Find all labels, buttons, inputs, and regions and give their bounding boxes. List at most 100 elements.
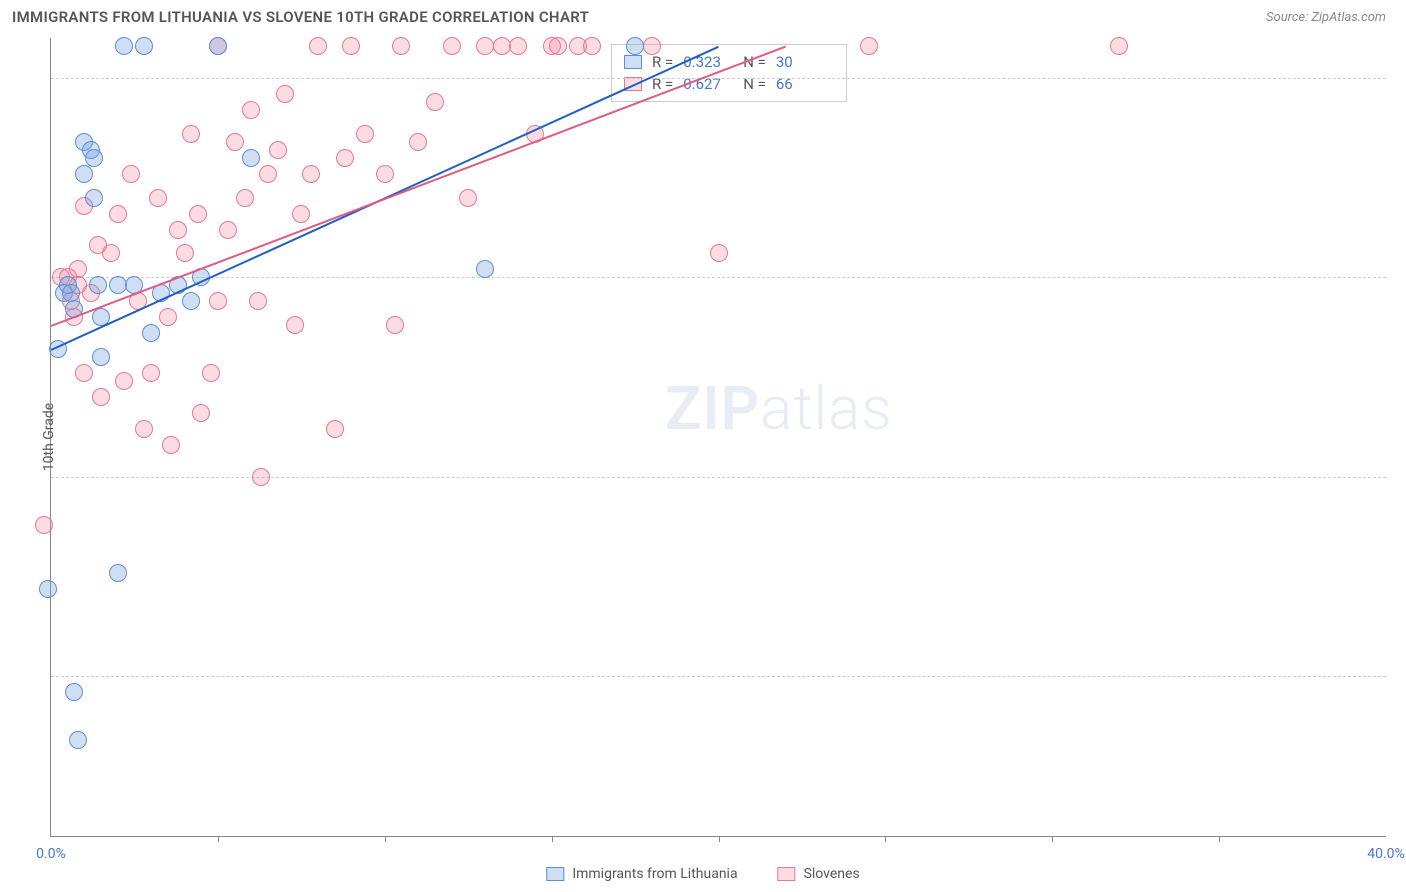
chart-area: 10th Grade ZIPatlas R =0.323N =30R =0.62… xyxy=(50,38,1386,837)
data-point xyxy=(309,37,327,55)
data-point xyxy=(75,364,93,382)
data-point xyxy=(392,37,410,55)
gridline xyxy=(51,676,1386,677)
data-point xyxy=(109,564,127,582)
data-point xyxy=(269,141,287,159)
data-point xyxy=(209,37,227,55)
data-point xyxy=(219,221,237,239)
legend-swatch xyxy=(778,867,796,881)
stat-n-value: 30 xyxy=(776,53,826,71)
data-point xyxy=(135,420,153,438)
data-point xyxy=(75,165,93,183)
data-point xyxy=(115,37,133,55)
data-point xyxy=(65,683,83,701)
data-point xyxy=(182,125,200,143)
data-point xyxy=(476,260,494,278)
legend-item: Immigrants from Lithuania xyxy=(546,866,737,882)
data-point xyxy=(109,276,127,294)
y-tick-label: 95.0% xyxy=(1396,487,1406,503)
x-tick-mark xyxy=(719,836,720,842)
data-point xyxy=(509,37,527,55)
data-point xyxy=(583,37,601,55)
data-point xyxy=(493,37,511,55)
data-point xyxy=(549,37,567,55)
data-point xyxy=(135,37,153,55)
data-point xyxy=(242,149,260,167)
x-tick-mark xyxy=(1219,836,1220,842)
x-tick-label: 40.0% xyxy=(1367,846,1405,862)
legend-label: Immigrants from Lithuania xyxy=(572,866,737,882)
x-tick-mark xyxy=(1052,836,1053,842)
stats-row: R =0.323N =30 xyxy=(612,51,846,73)
data-point xyxy=(69,731,87,749)
data-point xyxy=(476,37,494,55)
data-point xyxy=(386,316,404,334)
data-point xyxy=(276,85,294,103)
data-point xyxy=(236,189,254,207)
chart-title: IMMIGRANTS FROM LITHUANIA VS SLOVENE 10T… xyxy=(12,8,589,26)
x-tick-mark xyxy=(385,836,386,842)
watermark: ZIPatlas xyxy=(665,373,893,444)
data-point xyxy=(149,189,167,207)
x-tick-mark xyxy=(885,836,886,842)
data-point xyxy=(409,133,427,151)
data-point xyxy=(169,221,187,239)
data-point xyxy=(159,308,177,326)
source-text: Source: ZipAtlas.com xyxy=(1266,10,1386,25)
data-point xyxy=(85,149,103,167)
data-point xyxy=(426,93,444,111)
data-point xyxy=(142,324,160,342)
data-point xyxy=(162,436,180,454)
legend: Immigrants from Lithuania Slovenes xyxy=(546,866,859,882)
data-point xyxy=(109,205,127,223)
x-tick-mark xyxy=(552,836,553,842)
plot-region: 10th Grade ZIPatlas R =0.323N =30R =0.62… xyxy=(50,38,1386,837)
data-point xyxy=(356,125,374,143)
data-point xyxy=(189,205,207,223)
data-point xyxy=(292,205,310,223)
data-point xyxy=(122,165,140,183)
data-point xyxy=(459,189,477,207)
data-point xyxy=(226,133,244,151)
data-point xyxy=(259,165,277,183)
data-point xyxy=(85,189,103,207)
data-point xyxy=(35,516,53,534)
data-point xyxy=(626,37,644,55)
data-point xyxy=(92,348,110,366)
data-point xyxy=(252,468,270,486)
data-point xyxy=(39,580,57,598)
legend-swatch xyxy=(546,867,564,881)
data-point xyxy=(860,37,878,55)
data-point xyxy=(249,292,267,310)
gridline xyxy=(51,78,1386,79)
data-point xyxy=(192,404,210,422)
data-point xyxy=(92,388,110,406)
gridline xyxy=(51,477,1386,478)
data-point xyxy=(202,364,220,382)
data-point xyxy=(102,244,120,262)
data-point xyxy=(176,244,194,262)
data-point xyxy=(1110,37,1128,55)
data-point xyxy=(376,165,394,183)
data-point xyxy=(242,101,260,119)
data-point xyxy=(643,37,661,55)
x-tick-mark xyxy=(218,836,219,842)
legend-item: Slovenes xyxy=(778,866,860,882)
data-point xyxy=(443,37,461,55)
data-point xyxy=(326,420,344,438)
data-point xyxy=(182,292,200,310)
gridline xyxy=(51,277,1386,278)
y-tick-label: 100.0% xyxy=(1396,88,1406,104)
data-point xyxy=(209,292,227,310)
y-axis-label: 10th Grade xyxy=(41,403,57,471)
data-point xyxy=(142,364,160,382)
data-point xyxy=(302,165,320,183)
legend-swatch xyxy=(624,55,642,69)
data-point xyxy=(710,244,728,262)
data-point xyxy=(89,276,107,294)
regression-line xyxy=(51,46,786,327)
x-tick-label: 0.0% xyxy=(36,846,66,862)
legend-label: Slovenes xyxy=(804,866,860,882)
y-tick-label: 92.5% xyxy=(1396,686,1406,702)
data-point xyxy=(286,316,304,334)
